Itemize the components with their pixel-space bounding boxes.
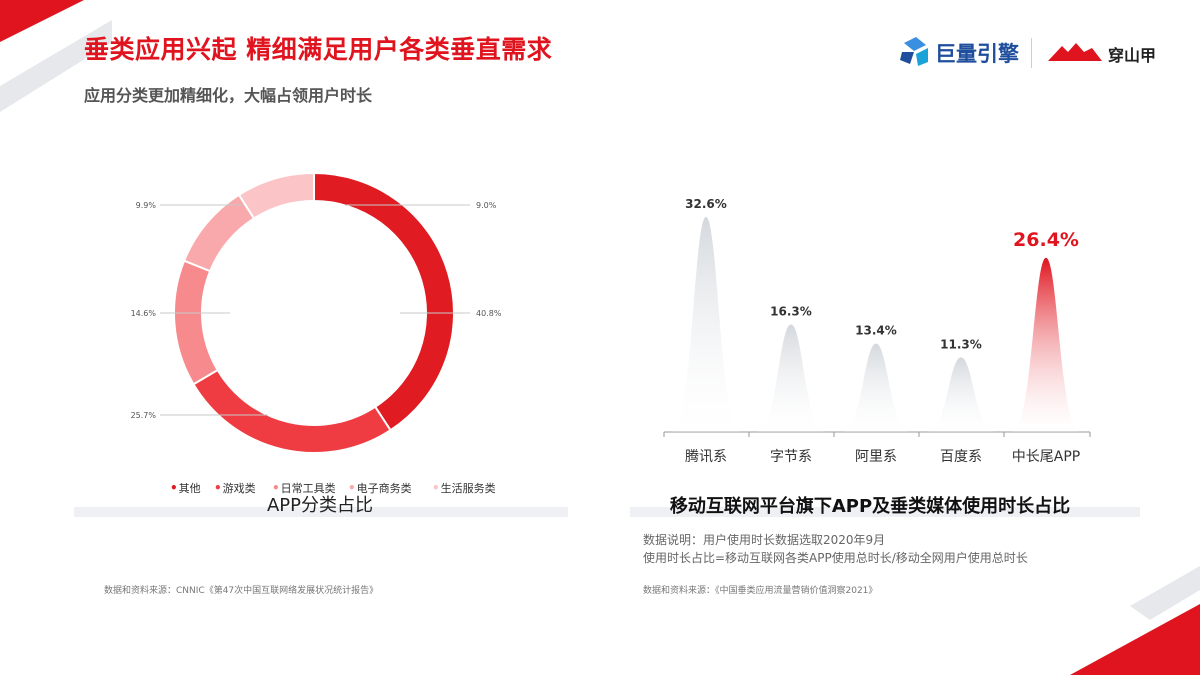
donut-value-label-4: 9.9% xyxy=(136,201,157,210)
brand-b-logo-icon xyxy=(1048,43,1102,61)
donut-slice-5 xyxy=(237,171,315,220)
peak-value-label-4: 11.3% xyxy=(940,337,982,351)
brand-a-name: 巨量引擎 xyxy=(935,42,1019,66)
legend-label-5: 生活服务类 xyxy=(440,482,496,495)
right-title-underline xyxy=(630,507,1140,517)
top-left-gray-stripe xyxy=(0,20,112,112)
x-tick-label-2: 字节系 xyxy=(770,449,812,465)
legend-item-3: •日常工具类 xyxy=(272,480,336,496)
legend-item-5: •生活服务类 xyxy=(432,480,496,496)
legend-marker-2: • xyxy=(214,481,222,495)
legend-item-1: •其他 xyxy=(170,480,201,496)
legend-marker-3: • xyxy=(272,481,280,495)
brand-divider xyxy=(1031,38,1032,68)
data-note-1: 数据说明：用户使用时长数据选取2020年9月 xyxy=(643,533,886,547)
source-left: 数据和资料来源：CNNIC《第47次中国互联网络发展状况统计报告》 xyxy=(104,586,379,596)
x-tick-label-1: 腾讯系 xyxy=(685,448,727,465)
legend-label-2: 游戏类 xyxy=(222,482,256,495)
page-subtitle: 应用分类更加精细化，大幅占领用户时长 xyxy=(84,86,373,105)
data-note-2: 使用时长占比=移动互联网各类APP使用总时长/移动全网用户使用总时长 xyxy=(643,551,1028,565)
legend-label-3: 日常工具类 xyxy=(280,482,336,495)
legend-marker-5: • xyxy=(432,481,440,495)
donut-value-label-3: 14.6% xyxy=(131,309,157,318)
peak-4 xyxy=(927,357,995,432)
bottom-right-gray-stripe xyxy=(1130,566,1200,620)
page-title: 垂类应用兴起 精细满足用户各类垂直需求 xyxy=(84,35,553,64)
peak-3 xyxy=(842,343,910,432)
donut-value-label-5: 9.0% xyxy=(476,201,497,210)
peak-chart-title: 移动互联网平台旗下APP及垂类媒体使用时长占比 xyxy=(669,496,1071,517)
legend-label-1: 其他 xyxy=(178,482,201,495)
donut-chart-title: APP分类占比 xyxy=(266,495,374,516)
peak-5 xyxy=(1012,257,1080,432)
legend-marker-1: • xyxy=(170,481,178,495)
brand-b-name: 穿山甲 xyxy=(1108,46,1157,65)
source-right: 数据和资料来源：《中国垂类应用流量营销价值洞察2021》 xyxy=(643,586,878,596)
x-tick-label-4: 百度系 xyxy=(940,449,982,465)
x-tick-label-5: 中长尾APP xyxy=(1012,449,1080,465)
legend-label-4: 电子商务类 xyxy=(356,482,412,495)
peak-2 xyxy=(757,324,825,432)
x-tick-label-3: 阿里系 xyxy=(855,449,897,465)
donut-value-label-2: 25.7% xyxy=(131,411,157,420)
bottom-right-red-stripe xyxy=(1070,604,1200,675)
peak-value-label-1: 32.6% xyxy=(685,197,727,211)
peak-1 xyxy=(672,216,740,432)
legend-item-2: •游戏类 xyxy=(214,480,256,496)
peak-value-label-3: 13.4% xyxy=(855,324,897,338)
top-left-red-stripe xyxy=(0,0,84,42)
donut-value-label-1: 40.8% xyxy=(476,309,502,318)
left-title-underline xyxy=(74,507,568,517)
brand-a-logo-icon xyxy=(900,37,928,66)
peak-value-label-2: 16.3% xyxy=(770,304,812,318)
legend-item-4: •电子商务类 xyxy=(348,480,412,496)
legend-marker-4: • xyxy=(348,481,356,495)
peak-value-label-5: 26.4% xyxy=(1013,229,1079,251)
